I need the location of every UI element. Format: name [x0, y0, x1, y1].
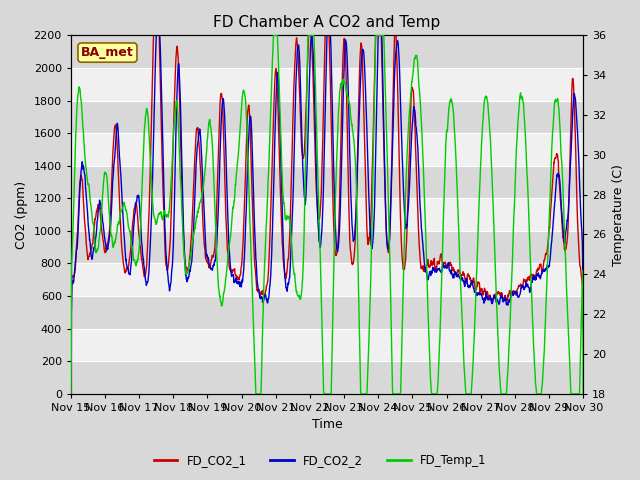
X-axis label: Time: Time — [312, 419, 342, 432]
Bar — [71, 361, 583, 394]
Title: FD Chamber A CO2 and Temp: FD Chamber A CO2 and Temp — [213, 15, 440, 30]
Legend: FD_CO2_1, FD_CO2_2, FD_Temp_1: FD_CO2_1, FD_CO2_2, FD_Temp_1 — [149, 449, 491, 472]
Bar — [71, 68, 583, 100]
Bar — [71, 100, 583, 133]
Bar — [71, 296, 583, 329]
Bar — [71, 264, 583, 296]
Bar — [71, 133, 583, 166]
Y-axis label: Temperature (C): Temperature (C) — [612, 164, 625, 265]
Text: BA_met: BA_met — [81, 46, 134, 59]
Y-axis label: CO2 (ppm): CO2 (ppm) — [15, 180, 28, 249]
Bar — [71, 166, 583, 198]
Bar — [71, 231, 583, 264]
Bar — [71, 198, 583, 231]
Bar — [71, 36, 583, 68]
Bar — [71, 329, 583, 361]
